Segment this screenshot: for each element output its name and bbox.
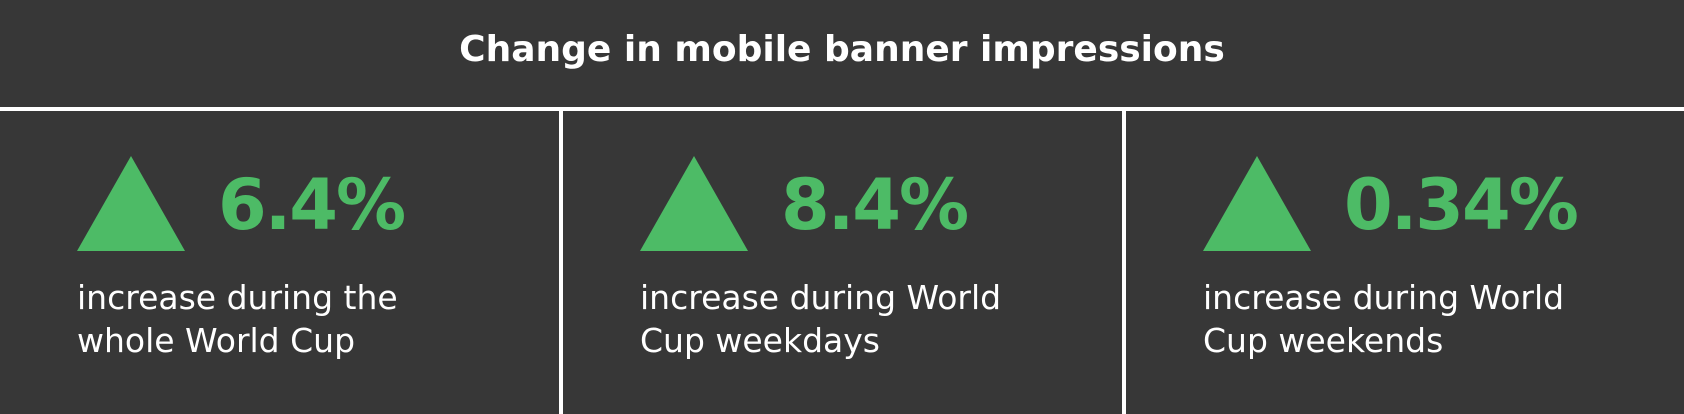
header-bar: Change in mobile banner impressions [0,0,1684,107]
stat-description-line: Cup weekdays [640,321,880,360]
stat-description-line: increase during World [1203,278,1565,317]
stat-description: increase during the whole World Cup [77,276,527,362]
stat-description-line: whole World Cup [77,321,356,360]
stat-description: increase during World Cup weekdays [640,276,1090,362]
stat-card-weekdays: 8.4% increase during World Cup weekdays [563,111,1122,414]
stat-value: 8.4% [781,164,969,246]
stat-value: 6.4% [218,164,406,246]
stat-card-weekends: 0.34% increase during World Cup weekends [1126,111,1684,414]
stat-description-line: increase during World [640,278,1002,317]
stat-value: 0.34% [1344,164,1579,246]
up-triangle-icon [77,156,185,251]
stat-card-whole-world-cup: 6.4% increase during the whole World Cup [0,111,559,414]
stat-description-line: increase during the [77,278,398,317]
stat-description: increase during World Cup weekends [1203,276,1653,362]
page-title: Change in mobile banner impressions [459,29,1225,70]
stat-description-line: Cup weekends [1203,321,1444,360]
stat-cards: 6.4% increase during the whole World Cup… [0,111,1684,414]
up-triangle-icon [1203,156,1311,251]
up-triangle-icon [640,156,748,251]
